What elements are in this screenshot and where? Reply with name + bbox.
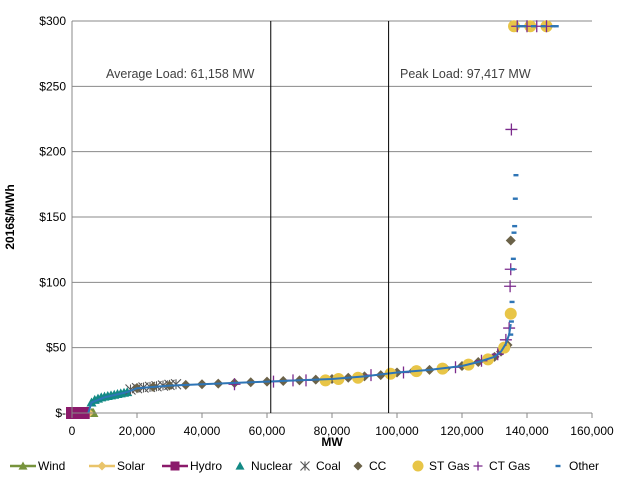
x-tick-label: 120,000 (440, 424, 484, 438)
x-tick-label: 60,000 (249, 424, 286, 438)
legend-label: Hydro (190, 459, 222, 473)
legend-label: Wind (38, 459, 65, 473)
legend-label: ST Gas (429, 459, 469, 473)
point-ct-gas (504, 280, 517, 293)
legend-item-st-gas: ST Gas (412, 459, 469, 473)
y-tick-label: $50 (46, 341, 66, 355)
point-st-gas (504, 307, 517, 320)
point-other (521, 25, 527, 28)
x-tick-label: 40,000 (184, 424, 221, 438)
legend-item-coal: Coal (300, 459, 341, 473)
x-tick-label: 100,000 (375, 424, 419, 438)
legend-item-hydro: Hydro (162, 459, 222, 473)
y-tick-label: $300 (39, 14, 66, 28)
point-other (540, 25, 546, 28)
legend-item-solar: Solar (89, 459, 145, 473)
point-other (516, 25, 522, 28)
load-annotation-label: Average Load: 61,158 MW (106, 67, 255, 81)
x-tick-label: 80,000 (314, 424, 351, 438)
point-other (508, 333, 514, 336)
load-annotation-label: Peak Load: 97,417 MW (400, 67, 531, 81)
y-axis-title: 2016$/MWh (3, 184, 17, 249)
legend-item-nuclear: Nuclear (235, 459, 292, 473)
legend-item-other: Other (555, 459, 599, 473)
point-cc (505, 235, 516, 246)
legend: Wind Solar Hydro Nuclear Coal CC ST Gas CT Gas O… (10, 459, 599, 473)
y-tick-label: $200 (39, 145, 66, 159)
x-tick-label: 160,000 (570, 424, 614, 438)
legend-label: CC (369, 459, 387, 473)
point-other (553, 25, 559, 28)
supply-curve (87, 323, 512, 414)
point-other (513, 173, 519, 177)
legend-label: Coal (316, 459, 341, 473)
legend-label: Other (569, 459, 599, 473)
point-other (550, 25, 556, 28)
y-tick-label: $100 (39, 275, 66, 289)
y-tick-label: $- (55, 406, 66, 420)
point-other (531, 25, 536, 28)
x-axis-title: MW (321, 435, 343, 449)
point-other (512, 224, 518, 228)
x-tick-label: 140,000 (505, 424, 549, 438)
point-other (509, 300, 515, 304)
point-ct-gas (228, 378, 241, 391)
point-other (511, 231, 517, 234)
legend-item-ct-gas: CT Gas (473, 459, 530, 473)
y-tick-label: $250 (39, 79, 66, 93)
legend-label: Solar (117, 459, 145, 473)
point-ct-gas (505, 123, 518, 136)
legend-item-cc: CC (353, 459, 387, 473)
load-annotations: Average Load: 61,158 MW Peak Load: 97,417… (106, 21, 531, 413)
point-other (510, 257, 516, 261)
point-coal (170, 378, 182, 390)
legend-label: Nuclear (251, 459, 292, 473)
point-st-gas (319, 374, 332, 387)
point-other (512, 197, 518, 200)
point-other (510, 268, 516, 271)
axes: $- $50 $100 $150 $200 $250 $300 0 20,000 40,000 60… (39, 14, 614, 438)
legend-item-wind: Wind (10, 459, 65, 473)
point-other (508, 320, 514, 323)
x-tick-label: 0 (69, 424, 76, 438)
legend-label: CT Gas (489, 459, 530, 473)
gridlines (72, 20, 592, 414)
y-tick-label: $150 (39, 210, 66, 224)
x-tick-label: 20,000 (119, 424, 156, 438)
supply-curve-line (87, 323, 512, 414)
